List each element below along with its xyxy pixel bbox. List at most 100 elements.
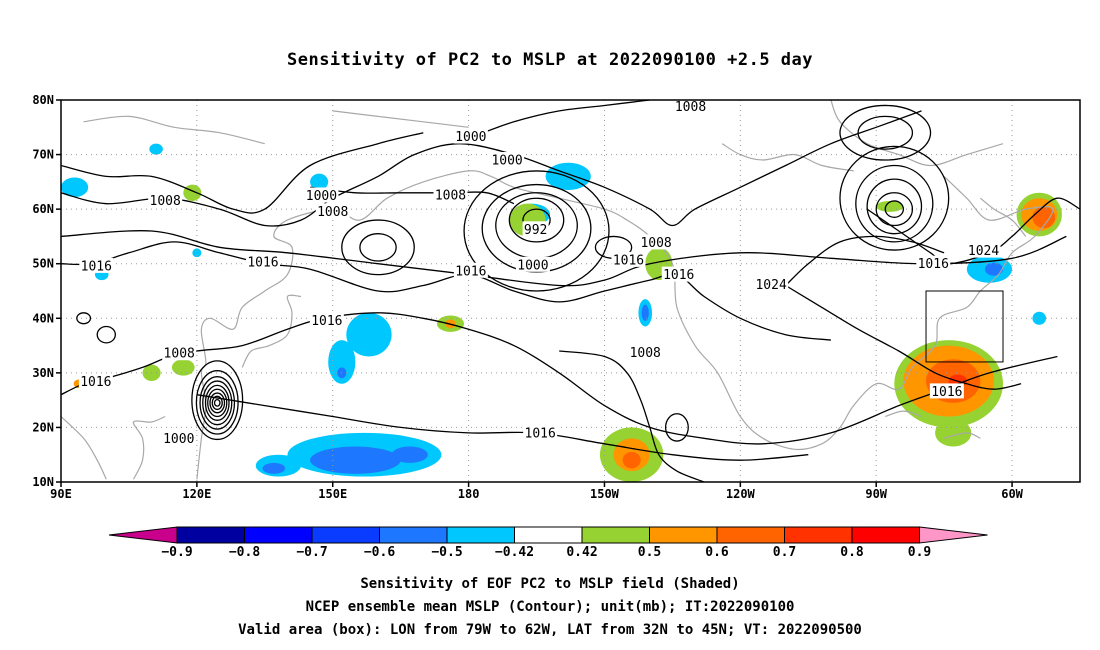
contour-label-background — [628, 344, 663, 360]
coastline — [332, 110, 469, 128]
isobar-1016 — [559, 350, 705, 482]
colorbar-label: 0.8 — [840, 545, 864, 560]
contour-label: 1008 — [639, 234, 674, 251]
colorbar-high-end — [919, 526, 988, 544]
contour-label-text: 1016 — [525, 426, 556, 441]
colorbar-label: 0.5 — [638, 545, 661, 560]
colorbar-segment — [244, 526, 313, 544]
latitude-tick-label: 50N — [32, 257, 54, 271]
contour-label-background — [523, 424, 558, 440]
contour-label-background — [916, 255, 951, 271]
colorbar-labels: −0.9 −0.8 −0.7 −0.6 −0.5 −0.42 0.42 0.5 0.6 0.7 0.… — [161, 545, 931, 560]
contour-label: 1000 — [161, 430, 196, 447]
isobar-1004 — [359, 233, 397, 262]
shaded-region — [1032, 311, 1047, 325]
shaded-region — [183, 184, 202, 201]
colorbar-segment — [379, 526, 448, 544]
contour-label-text: 1000 — [455, 130, 486, 145]
sensitivity-shading — [61, 143, 1062, 482]
colorbar-segment — [851, 526, 920, 544]
isobar-1004 — [855, 164, 934, 243]
latitude-tick-label: 60N — [32, 202, 54, 216]
colorbar-low-end — [108, 526, 178, 544]
contour-label-text: 1008 — [317, 205, 348, 220]
isobar-1004 — [191, 360, 244, 441]
contour-label-background — [966, 242, 1001, 258]
contour-label: 1008 — [628, 344, 663, 361]
contour-label: 1008 — [148, 192, 183, 209]
contour-label: 1000 — [304, 187, 339, 204]
contour-label-text: 1000 — [306, 189, 337, 204]
colorbar-segment — [716, 526, 785, 544]
contour-label-text: 992 — [524, 223, 547, 238]
shaded-region — [310, 446, 401, 474]
isobar-1024 — [785, 284, 1022, 390]
isobar-988 — [204, 384, 230, 421]
coastline — [943, 432, 981, 439]
contour-label: 1016 — [523, 424, 558, 441]
shaded-region — [641, 304, 649, 322]
contour-label-background — [929, 383, 964, 399]
colorbar-label: 0.6 — [705, 545, 729, 560]
coastline — [241, 294, 302, 368]
isobar-992 — [884, 200, 905, 218]
colorbar-label: −0.6 — [364, 545, 395, 560]
isobar-992 — [202, 380, 233, 426]
shaded-region — [328, 340, 356, 384]
contour-label-text: 1008 — [164, 347, 195, 362]
colorbar-segment — [311, 526, 380, 544]
contour-label-text: 1008 — [150, 194, 181, 209]
contour-label: 1016 — [916, 255, 951, 272]
contour-label-text: 1016 — [455, 264, 486, 279]
contour-label: 1024 — [754, 276, 789, 293]
isobar-1016 — [61, 230, 1067, 287]
contour-label: 992 — [522, 221, 549, 238]
shaded-region — [61, 177, 89, 198]
longitude-ticks: 90E 120E 150E 180 150W 120W 90W 60W — [50, 482, 1024, 501]
contour-label-text: 1016 — [80, 375, 111, 390]
isobar-1004 — [839, 104, 932, 161]
contour-label-text: 1008 — [435, 188, 466, 203]
latitude-tick-label: 20N — [32, 420, 54, 434]
isobar-1000 — [195, 370, 239, 435]
contour-label-text: 1016 — [918, 257, 949, 272]
contour-label: 1016 — [245, 254, 280, 271]
contour-label: 1016 — [309, 312, 344, 329]
isobar-1000 — [468, 100, 650, 139]
longitude-tick-label: 120E — [182, 487, 211, 501]
isobar-1008 — [463, 170, 610, 292]
coastline — [132, 415, 166, 480]
coastline — [83, 115, 265, 145]
contour-label-text: 1016 — [81, 259, 112, 274]
coastline — [885, 410, 922, 418]
contour-label-text: 1016 — [247, 256, 278, 271]
coastline — [721, 143, 854, 172]
longitude-tick-label: 180 — [458, 487, 480, 501]
contour-label: 1000 — [515, 256, 550, 273]
colorbar-segment — [649, 526, 718, 544]
colorbar-label: −0.5 — [431, 545, 462, 560]
isobar-972 — [213, 398, 221, 407]
colorbar-label: 0.42 — [566, 545, 597, 560]
contour-label: 1016 — [78, 373, 113, 390]
contour-label-background — [453, 128, 488, 144]
isobar-1008 — [839, 145, 950, 251]
latitude-tick-label: 70N — [32, 148, 54, 162]
contour-label: 1008 — [673, 98, 708, 115]
contour-label-background — [754, 276, 789, 292]
caption-line-3: Valid area (box): LON from 79W to 62W, L… — [238, 622, 862, 638]
shaded-region — [391, 446, 428, 463]
isobar-1000 — [866, 178, 923, 235]
shaded-region — [346, 312, 392, 357]
isobar-1004 — [481, 183, 592, 273]
contour-label-background — [315, 203, 350, 219]
isobar-1000 — [857, 115, 914, 150]
contour-label-background — [78, 373, 113, 389]
isobar-1008 — [310, 186, 515, 205]
colorbar-label: 0.7 — [773, 545, 796, 560]
contour-label-background — [309, 312, 344, 328]
contour-label-background — [639, 234, 674, 250]
latitude-tick-label: 30N — [32, 366, 54, 380]
contour-label-background — [148, 192, 183, 208]
